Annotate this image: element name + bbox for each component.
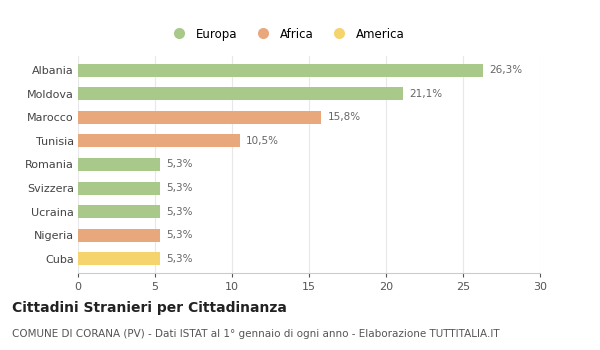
Text: COMUNE DI CORANA (PV) - Dati ISTAT al 1° gennaio di ogni anno - Elaborazione TUT: COMUNE DI CORANA (PV) - Dati ISTAT al 1°… [12,329,500,339]
Text: 5,3%: 5,3% [166,183,192,193]
Text: 5,3%: 5,3% [166,230,192,240]
Bar [78,252,160,265]
Legend: Europa, Africa, America: Europa, Africa, America [163,23,409,45]
Text: 21,1%: 21,1% [409,89,442,99]
Bar [78,87,403,100]
Bar [78,64,483,77]
Text: 15,8%: 15,8% [328,112,361,122]
Text: 5,3%: 5,3% [166,206,192,217]
Bar [78,205,160,218]
Text: 5,3%: 5,3% [166,254,192,264]
Text: Cittadini Stranieri per Cittadinanza: Cittadini Stranieri per Cittadinanza [12,301,287,315]
Bar [78,111,322,124]
Bar [78,158,160,171]
Text: 5,3%: 5,3% [166,160,192,169]
Bar [78,182,160,195]
Bar [78,229,160,242]
Bar [78,134,240,147]
Text: 26,3%: 26,3% [489,65,523,75]
Text: 10,5%: 10,5% [246,136,279,146]
